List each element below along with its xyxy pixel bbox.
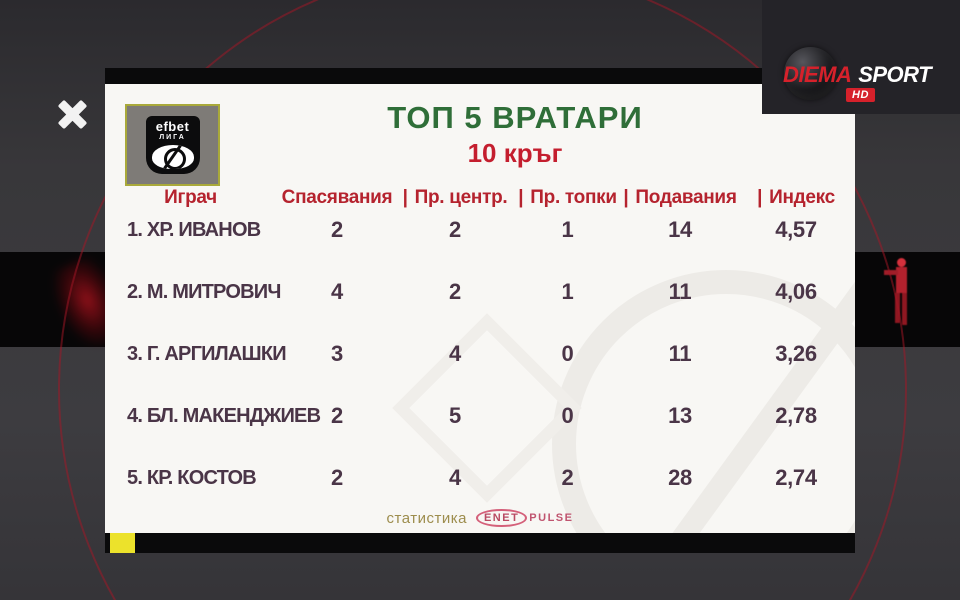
panel-bottom-bar (105, 533, 855, 553)
stat-value: 14 (668, 217, 692, 242)
stat-value: 2,78 (775, 403, 817, 428)
table-header-row: Играч Спасявания Пр. центр. Пр. топки По… (105, 185, 855, 211)
stat-value: 0 (561, 403, 574, 428)
channel-logo-text: DIEMA SPORT (783, 62, 932, 88)
stat-value: 2 (449, 279, 461, 304)
stats-table: 1. ХР. ИВАНОВ 2 2 1 14 4,57 2. М. МИТРОВИЧ 4 2 1 1… (105, 199, 855, 509)
stat-value: 3 (331, 341, 343, 366)
panel-top-bar (105, 68, 855, 84)
stat-value: 4 (449, 465, 461, 490)
diema-sphere-icon (784, 47, 837, 100)
stats-panel: efbet ЛИГА ТОП 5 ВРАТАРИ 10 кръг Играч С… (105, 68, 855, 553)
panel-body: efbet ЛИГА ТОП 5 ВРАТАРИ 10 кръг Играч С… (105, 84, 855, 533)
player-name: 5. КР. КОСТОВ (127, 466, 257, 489)
stat-value: 13 (668, 403, 692, 428)
column-header-passes: Подавания (623, 185, 737, 211)
column-header-index: Индекс (737, 185, 855, 211)
stat-value: 1 (561, 279, 574, 304)
column-header-saves: Спасявания (281, 187, 393, 208)
efbet-league-text: ЛИГА (159, 134, 186, 141)
stat-value: 0 (561, 341, 574, 366)
stat-value: 2 (449, 217, 461, 242)
stat-value: 2 (331, 403, 343, 428)
stat-value: 2 (331, 465, 343, 490)
efbet-liga-logo: efbet ЛИГА (145, 116, 200, 174)
column-header-balls: Пр. топки (512, 185, 623, 211)
stat-value: 4,06 (775, 279, 817, 304)
column-header-player: Играч (164, 187, 217, 208)
statistics-label: статистика (386, 509, 467, 527)
enet-oval-logo: ENET (475, 509, 528, 527)
column-header-crosses: Пр. центр. (398, 185, 512, 211)
page-subtitle: 10 кръг (467, 138, 563, 168)
stat-value: 5 (449, 403, 461, 428)
stat-value: 4 (331, 279, 343, 304)
sport-text: SPORT (858, 62, 932, 87)
stat-value: 2,74 (775, 465, 817, 490)
player-name: 2. М. МИТРОВИЧ (127, 280, 281, 303)
stat-value: 3,26 (775, 341, 817, 366)
league-logo-badge: efbet ЛИГА (125, 104, 220, 186)
efbet-brand-text: efbet (155, 119, 190, 134)
stat-value: 1 (561, 217, 574, 242)
channel-logo-corner: DIEMA SPORT HD (762, 0, 960, 114)
panel-footer: статистика ENET PULSE (105, 509, 855, 527)
close-icon[interactable] (52, 94, 92, 134)
stat-value: 11 (668, 279, 692, 304)
efbet-emblem-icon (151, 145, 194, 169)
stat-value: 2 (561, 465, 574, 490)
stat-value: 11 (668, 341, 692, 366)
pulse-logo-text: PULSE (529, 512, 574, 524)
diema-text: DIEMA (783, 62, 851, 87)
enetpulse-logo: ENET PULSE (475, 509, 574, 527)
yellow-corner-marker (110, 533, 135, 553)
player-name: 3. Г. АРГИЛАШКИ (127, 342, 287, 365)
player-name: 1. ХР. ИВАНОВ (127, 218, 261, 241)
stat-value: 28 (668, 465, 692, 490)
stat-value: 4 (449, 341, 461, 366)
stat-value: 2 (331, 217, 343, 242)
hd-badge: HD (846, 88, 875, 102)
player-name: 4. БЛ. МАКЕНДЖИЕВ (127, 404, 321, 427)
page-title: ТОП 5 ВРАТАРИ (387, 100, 643, 135)
stat-value: 4,57 (775, 217, 817, 242)
